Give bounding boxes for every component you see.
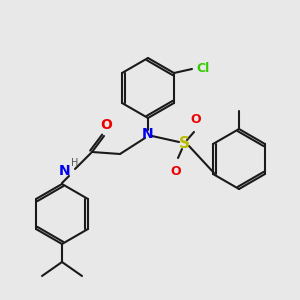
Text: N: N bbox=[58, 164, 70, 178]
Text: O: O bbox=[171, 165, 181, 178]
Text: H: H bbox=[71, 158, 78, 168]
Text: N: N bbox=[142, 127, 154, 141]
Text: O: O bbox=[100, 118, 112, 132]
Text: O: O bbox=[191, 113, 201, 126]
Text: Cl: Cl bbox=[196, 61, 209, 74]
Text: S: S bbox=[178, 136, 190, 152]
